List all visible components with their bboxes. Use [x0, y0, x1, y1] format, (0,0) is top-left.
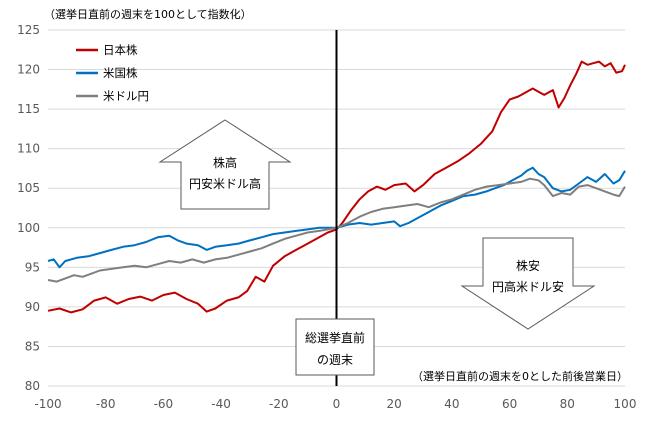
- x-tick-label: 60: [502, 397, 517, 411]
- x-tick-label: 20: [387, 397, 402, 411]
- series-line-1: [47, 166, 626, 269]
- election-box: [295, 318, 375, 376]
- election-box-line1: 総選挙直前: [305, 330, 365, 345]
- up-arrow-shape: [158, 119, 292, 210]
- up-arrow-annotation: 株高 円安米ドル高: [158, 119, 292, 210]
- y-tick-label: 100: [17, 221, 40, 235]
- y-tick-label: 85: [25, 339, 40, 353]
- down-arrow-annotation: 株安 円高米ドル安: [460, 237, 596, 330]
- x-tick-label: 80: [560, 397, 575, 411]
- up-arrow-label-line1: 株高: [213, 155, 237, 170]
- legend-label-0: 日本株: [103, 43, 138, 57]
- series-line-0: [47, 60, 626, 314]
- down-arrow-label-line2: 円高米ドル安: [492, 279, 564, 294]
- x-axis-ticks: -100 -80 -60 -40 -20 0 20 40 60 80 100: [34, 397, 636, 411]
- x-tick-label: 100: [614, 397, 637, 411]
- y-axis-label: （選挙日直前の週末を100として指数化）: [44, 7, 252, 21]
- y-tick-label: 80: [25, 379, 40, 393]
- down-arrow-shape: [460, 237, 596, 330]
- x-tick-label: -60: [154, 397, 174, 411]
- series-line-2: [47, 177, 626, 283]
- series-lines: [47, 60, 626, 314]
- x-tick-label: -80: [96, 397, 116, 411]
- legend-label-2: 米ドル円: [103, 89, 149, 103]
- y-tick-label: 105: [17, 181, 40, 195]
- x-tick-label: -40: [211, 397, 231, 411]
- y-tick-label: 125: [17, 23, 40, 37]
- x-tick-label: -20: [269, 397, 289, 411]
- y-tick-label: 120: [17, 63, 40, 77]
- down-arrow-label-line1: 株安: [516, 258, 540, 273]
- y-tick-label: 90: [25, 300, 40, 314]
- x-tick-label: 0: [333, 397, 341, 411]
- x-tick-label: -100: [34, 397, 61, 411]
- y-tick-label: 95: [25, 260, 40, 274]
- election-box-annotation: 総選挙直前 の週末: [295, 318, 375, 376]
- x-axis-label: （選挙日直前の週末を0とした前後営業日）: [412, 369, 628, 383]
- up-arrow-label-line2: 円安米ドル高: [189, 176, 261, 191]
- election-box-line2: の週末: [317, 353, 353, 367]
- x-tick-label: 40: [444, 397, 459, 411]
- y-tick-label: 110: [17, 142, 40, 156]
- legend-label-1: 米国株: [103, 66, 138, 80]
- y-axis-ticks: 80 85 90 95 100 105 110 115 120 125: [17, 23, 40, 393]
- y-tick-label: 115: [17, 102, 40, 116]
